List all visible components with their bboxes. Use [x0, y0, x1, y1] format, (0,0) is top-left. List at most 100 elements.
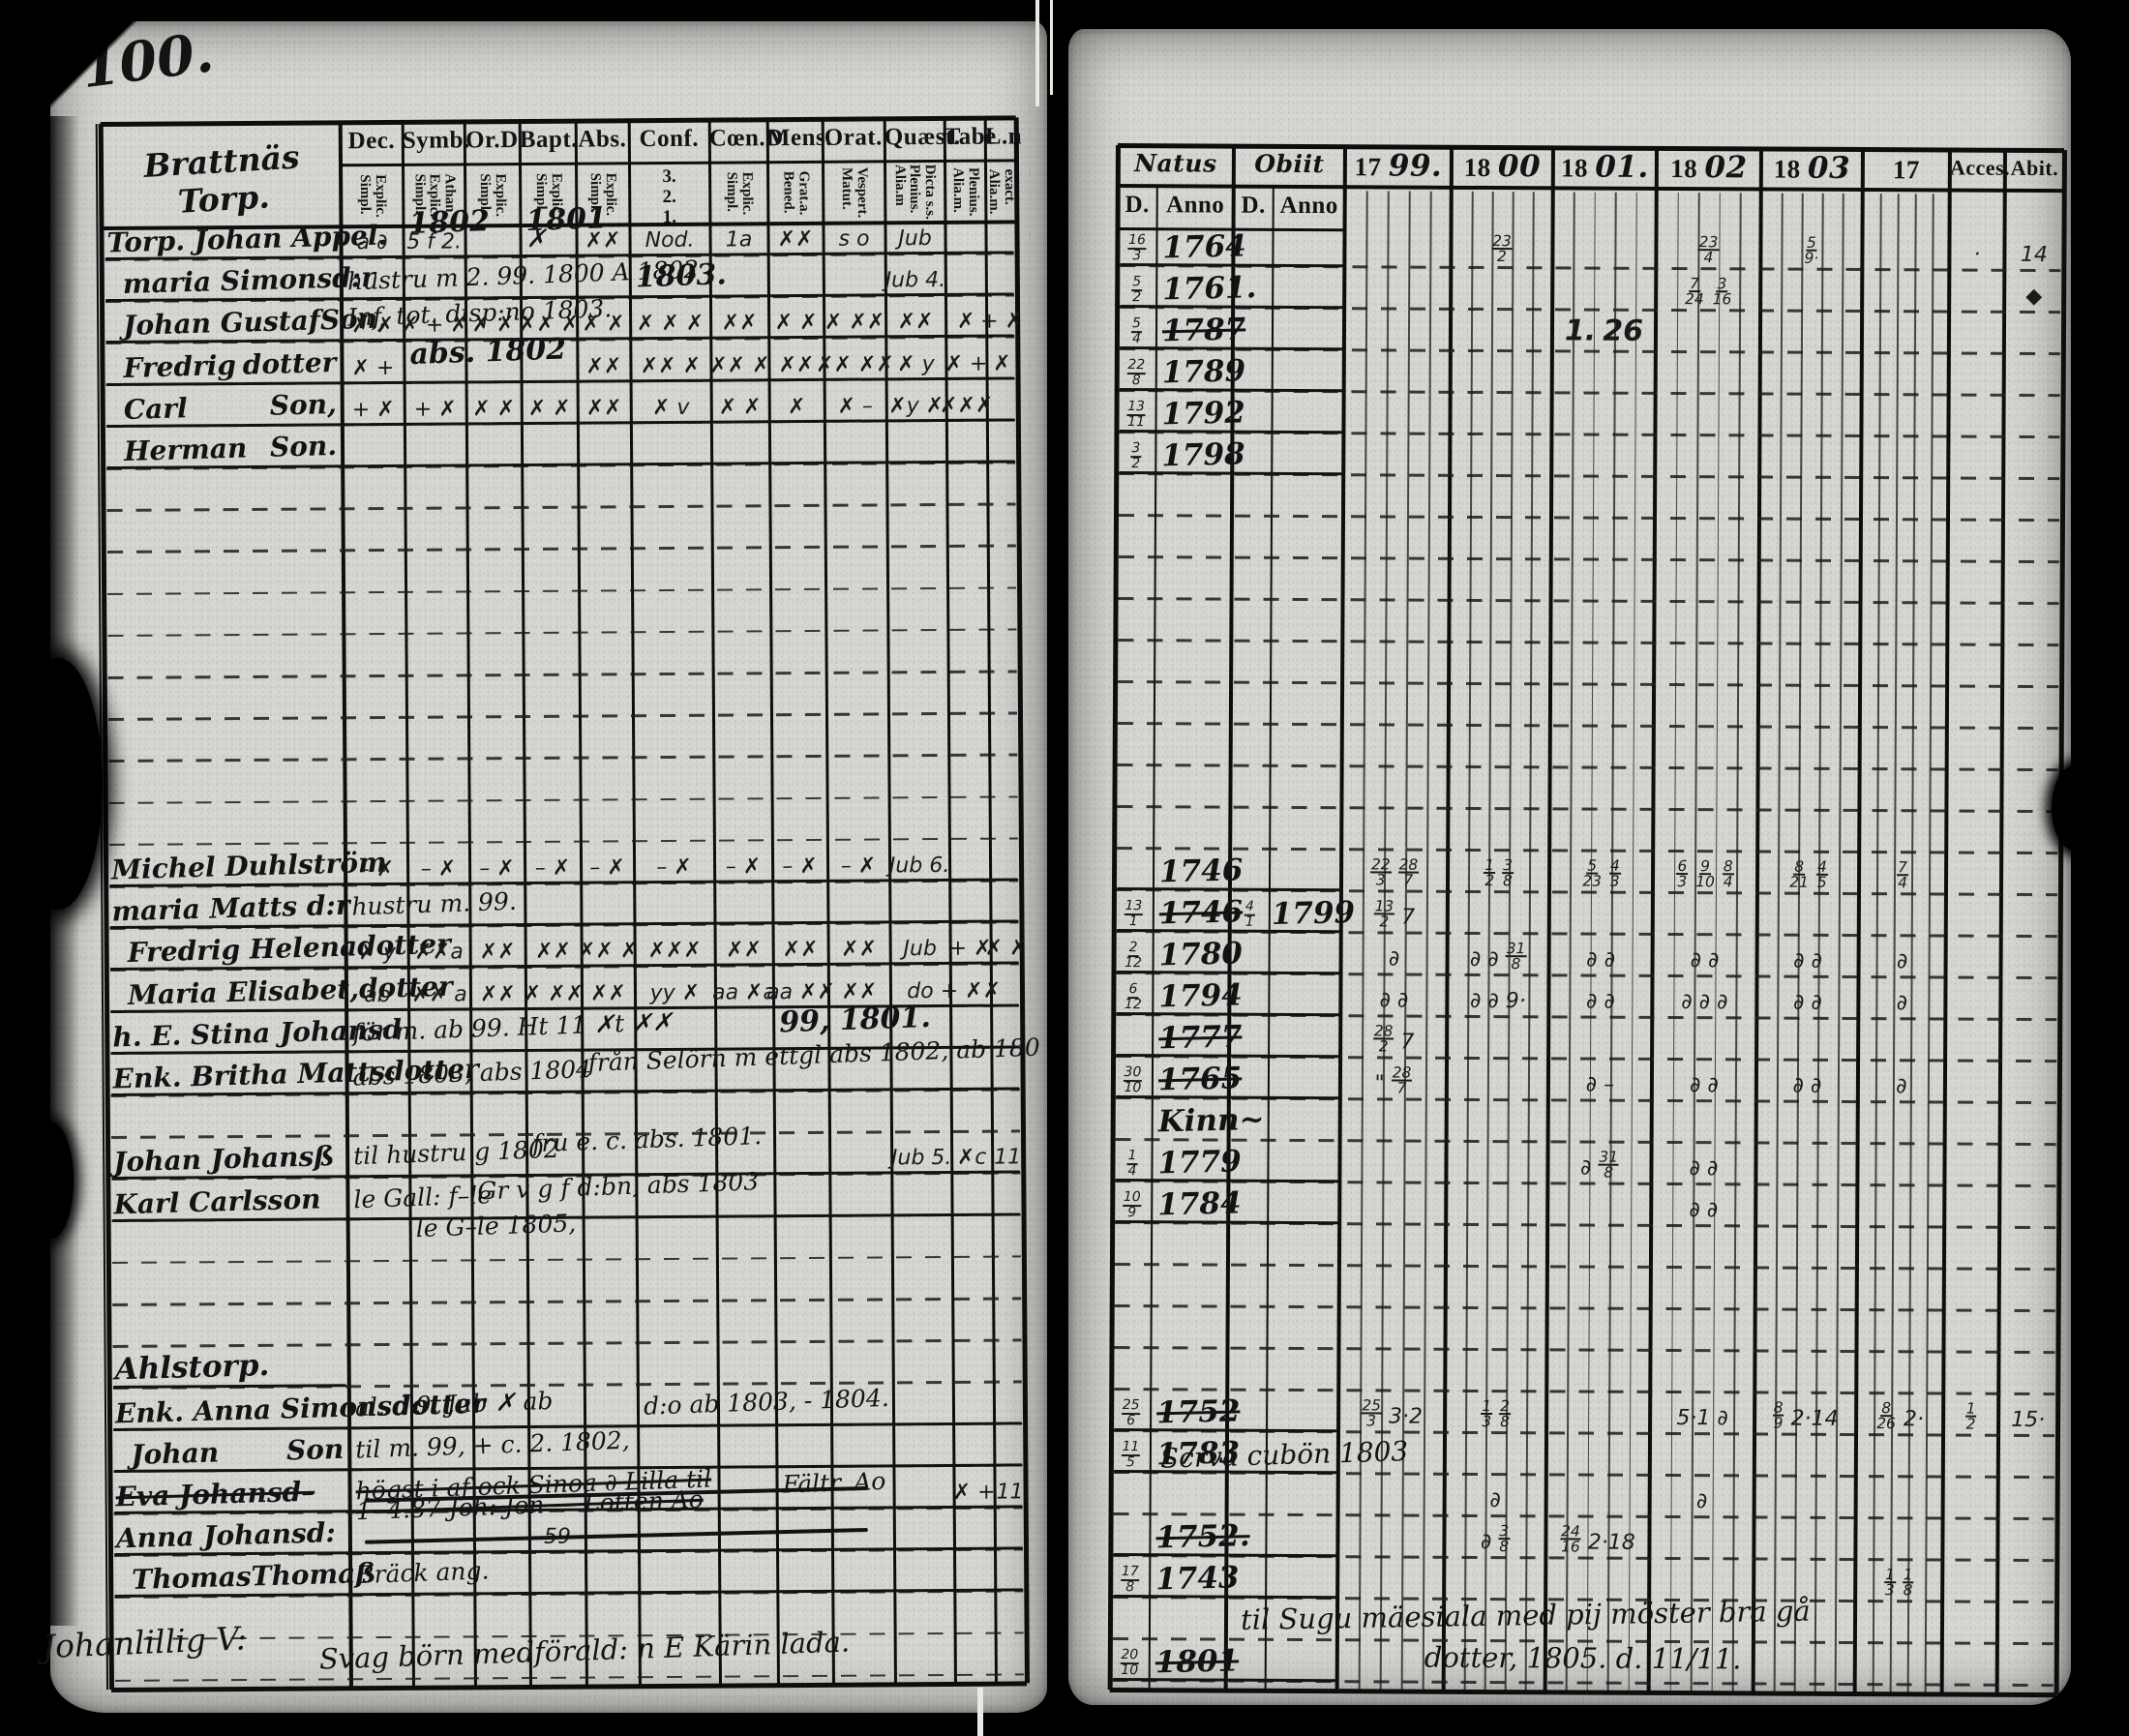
natus-year: 1764	[1162, 228, 1247, 266]
header-natus-anno: Anno	[1165, 192, 1225, 219]
year-mark-y3: 6 3 9 10 8 4	[1653, 857, 1757, 891]
natus-year: 1765	[1157, 1061, 1243, 1098]
natus-day: 17 8	[1110, 1564, 1150, 1595]
fraction-part: 2	[1379, 913, 1390, 931]
ink-token: ∂	[1810, 1073, 1822, 1098]
year-mark-y3: ∂	[1650, 1484, 1754, 1514]
ink-token: ∂	[1579, 1155, 1592, 1181]
fraction-part: 16	[1561, 1538, 1580, 1556]
ink-token: ·	[1973, 242, 1981, 267]
year-mark-y5: ∂	[1858, 1069, 1945, 1098]
ink-token: ∂	[1487, 947, 1499, 973]
fraction-part: 2	[1965, 1415, 1976, 1434]
year-mark-y0: ∂	[1341, 942, 1448, 972]
header-year-1800: 18 00	[1452, 149, 1553, 185]
year-mark-y4: 8 21 4 5	[1757, 857, 1859, 892]
ink-token: ∂	[1698, 990, 1711, 1015]
ink-token: 7	[1400, 1030, 1415, 1055]
fraction-part: 21	[1789, 874, 1809, 892]
ink-token: 3·2	[1388, 1404, 1423, 1429]
natus-day: 2 12	[1114, 940, 1154, 970]
ink-token: ∂	[1716, 990, 1728, 1015]
natus-year: 1784	[1156, 1185, 1242, 1223]
right-edge-blot	[2052, 764, 2102, 852]
ink-token: ∂	[1379, 988, 1391, 1013]
fraction-part: 8	[1511, 955, 1521, 973]
row-line	[1114, 1262, 2055, 1271]
ink-token: 31 8	[1505, 940, 1527, 973]
fraction-part: 3	[1884, 1581, 1895, 1600]
fraction-part: 4	[1723, 873, 1733, 891]
row-line	[1114, 1345, 2055, 1354]
ink-token: 9 10	[1694, 857, 1716, 891]
year-label-part: 18	[1773, 154, 1809, 184]
ink-token: ◆	[2025, 284, 2043, 310]
natus-day: 22 8	[1117, 357, 1156, 388]
natus-day: 11 5	[1111, 1439, 1151, 1470]
ink-token: 28 2	[1372, 1022, 1394, 1056]
header-year-1799: 17 99.	[1345, 148, 1452, 184]
natus-day: 13 11	[1116, 399, 1155, 430]
ink-token: ∂	[1695, 1489, 1708, 1514]
year-mark-y0: 25 3 3·2	[1338, 1396, 1445, 1430]
natus-year: 1787	[1161, 312, 1246, 349]
year-mark-y0: 13 2 7	[1341, 897, 1448, 931]
ink-token: 13 11	[1126, 399, 1147, 430]
natus-year: 1792	[1161, 395, 1246, 433]
natus-day: 25 6	[1111, 1397, 1151, 1428]
ink-token: ∂	[1706, 1198, 1719, 1223]
ink-token: ∂	[1793, 948, 1805, 973]
header-abit: Abit.	[2010, 155, 2059, 181]
year-label-part: 17	[1354, 152, 1389, 182]
fraction-part: 8	[1502, 872, 1513, 890]
ink-token: ∂	[1792, 1073, 1804, 1098]
fraction-part: 3	[1609, 873, 1620, 891]
ink-token: –	[1604, 1072, 1615, 1097]
year-mark-y0: " 28 7	[1340, 1063, 1447, 1097]
fraction-part: 8	[1125, 1578, 1135, 1595]
fraction-part: 9	[1127, 1204, 1137, 1220]
ink-token: ∂	[1469, 946, 1482, 972]
fraction-part: 9	[1773, 1414, 1784, 1432]
fraction-part: 2	[1378, 1037, 1389, 1056]
fraction-part: 3	[1677, 873, 1688, 891]
ink-token: ∂	[1707, 1073, 1719, 1098]
ink-token: 7	[1401, 905, 1416, 930]
ink-token: ∂	[1585, 989, 1598, 1014]
header-natus-day: D.	[1124, 192, 1150, 219]
header-obiit-day: D.	[1241, 192, 1266, 219]
ink-token: ∂	[1689, 1198, 1700, 1223]
ink-token: 3 16	[1712, 275, 1733, 309]
right-footnote-line2: dotter, 1805. d. 11/11.	[1424, 1640, 1742, 1676]
year-mark-y4: 5 9·	[1760, 233, 1862, 267]
year-mark-y1: ∂ ∂ 31 8	[1448, 940, 1549, 973]
row-line	[1118, 555, 2059, 563]
fraction-part: 2	[1484, 872, 1495, 890]
ink-token: ∂	[1689, 1156, 1701, 1182]
ink-token: 8 26	[1875, 1399, 1897, 1433]
natus-year: 1789	[1161, 353, 1246, 391]
year-mark-y0: 22 3 28 7	[1341, 855, 1448, 889]
year-mark-y0: 28 2 7	[1340, 1022, 1447, 1056]
grid-vline	[1994, 149, 2007, 1694]
grid-vline	[1646, 147, 1659, 1692]
natus-year: 1746	[1158, 894, 1244, 932]
year-label-part: 99.	[1388, 148, 1443, 184]
